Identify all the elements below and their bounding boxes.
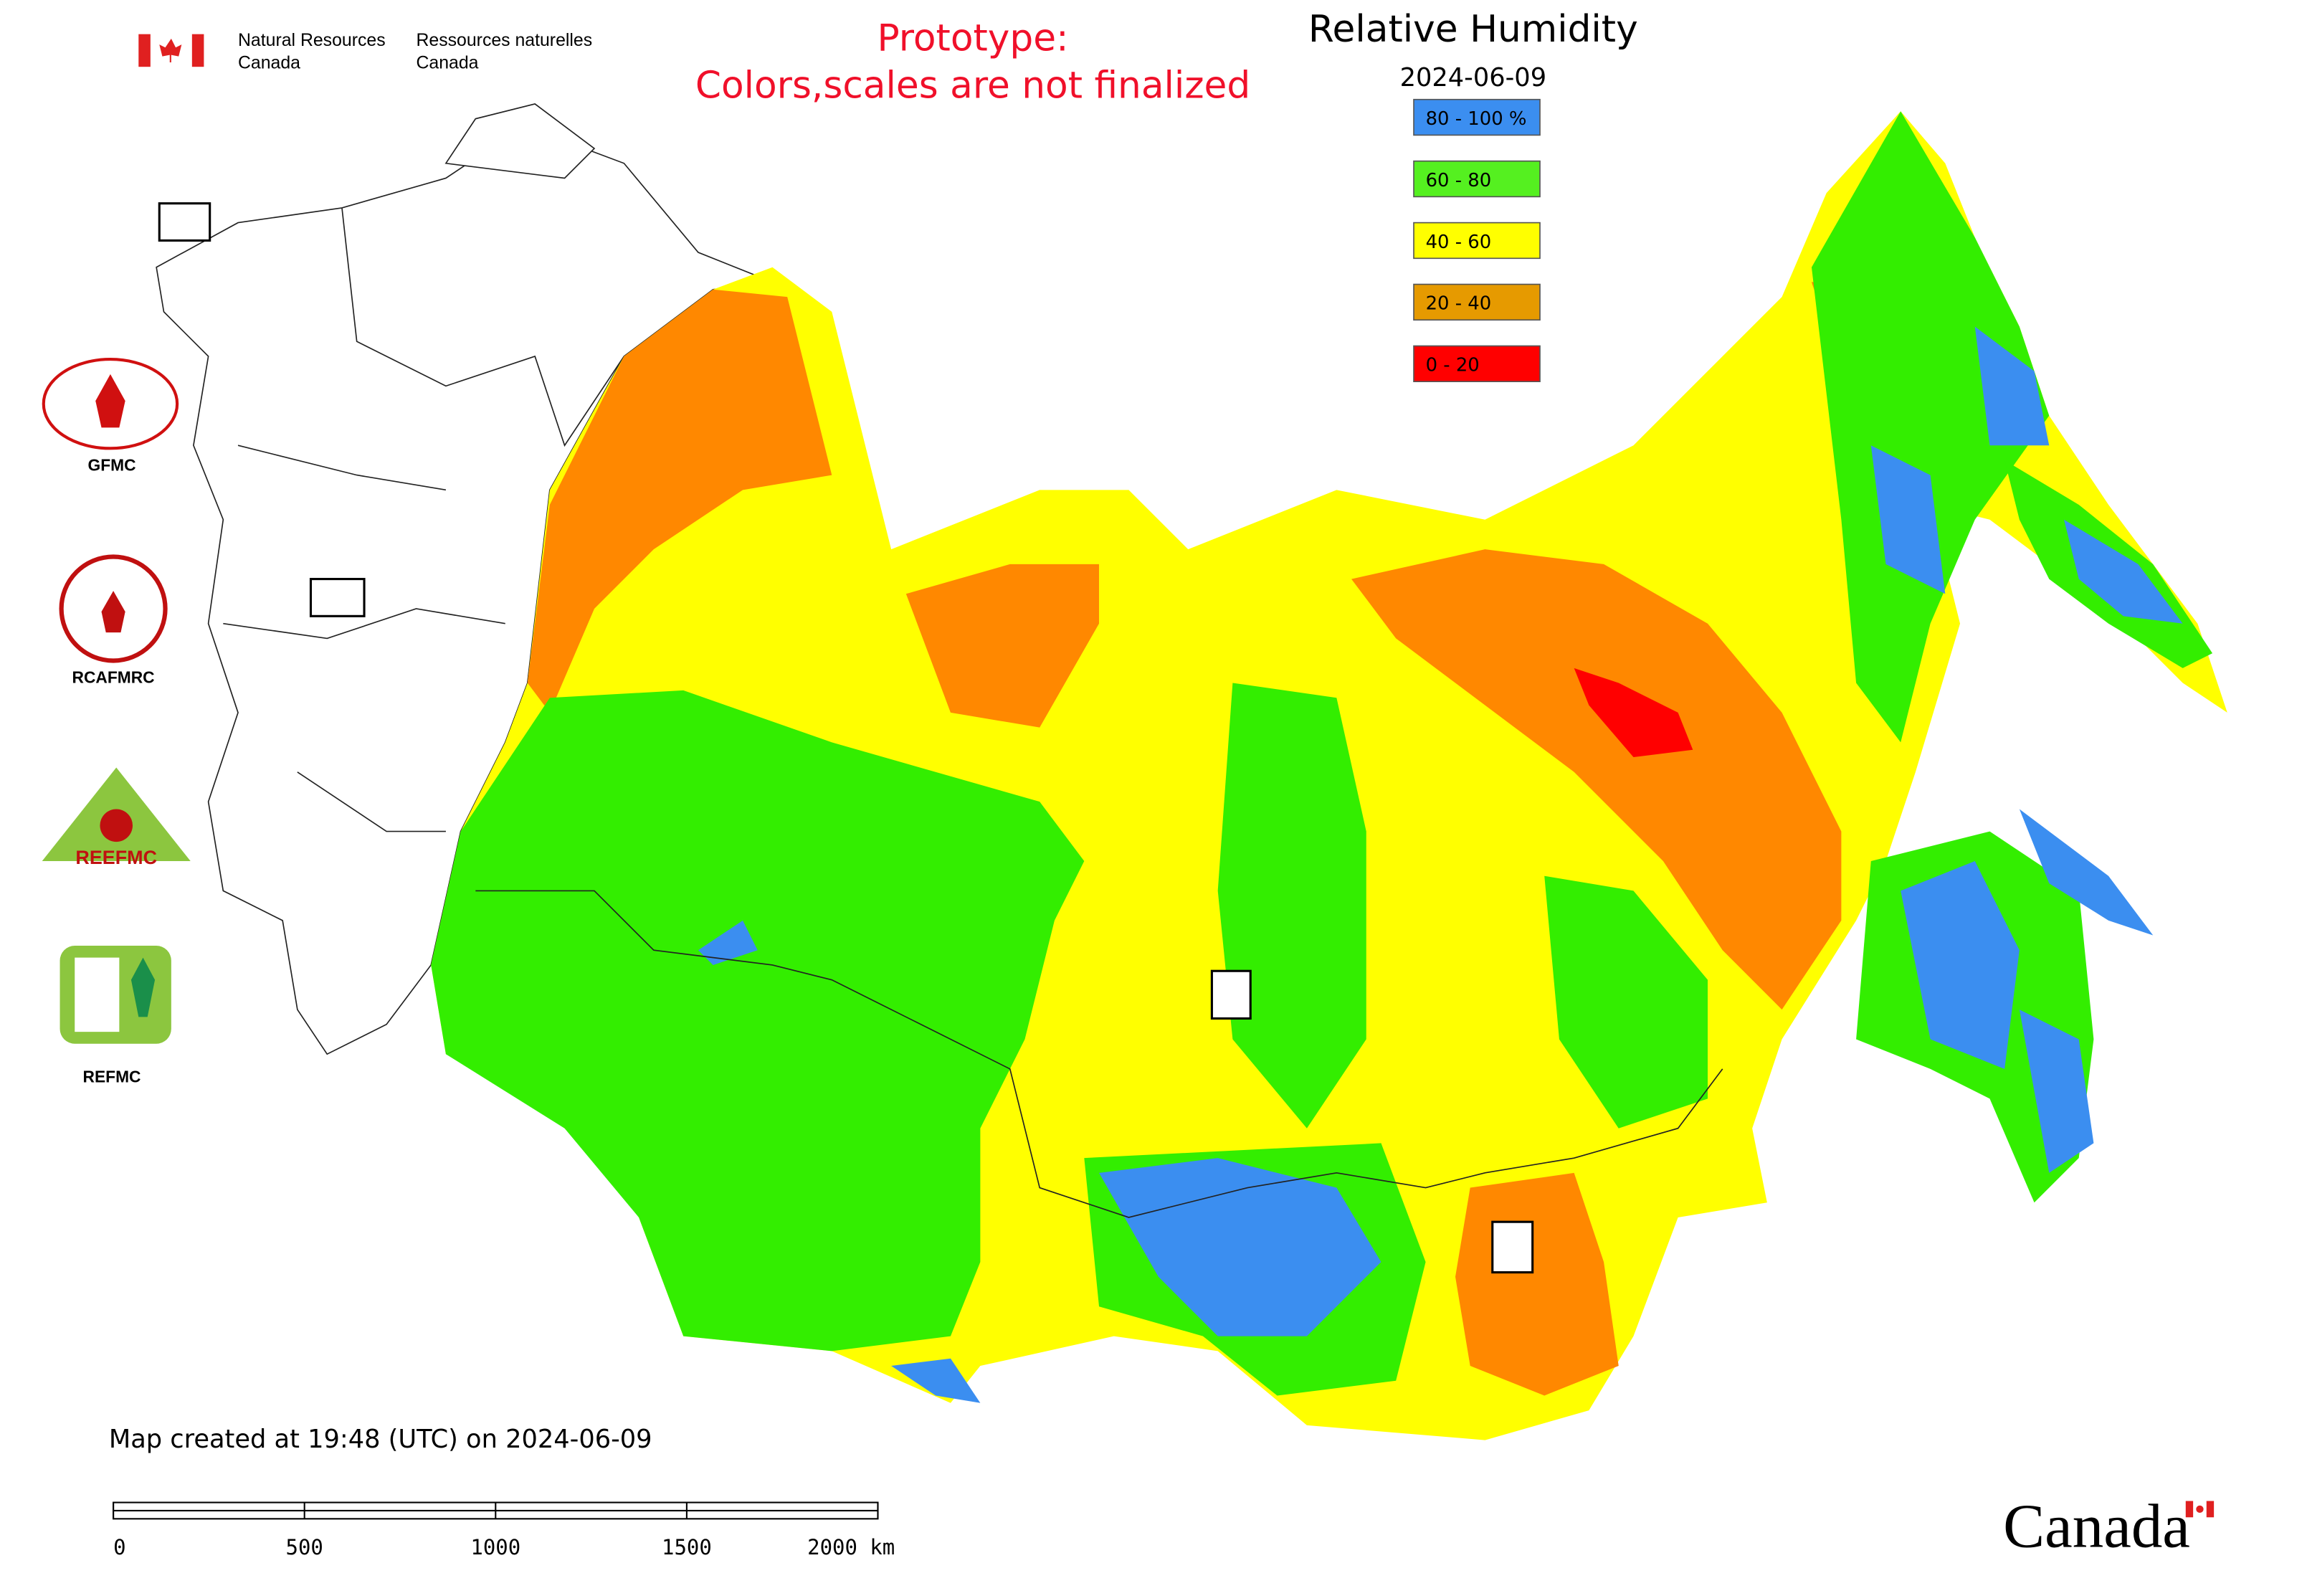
legend-label: 60 - 80 [1426,170,1492,191]
org-fr: Canada [417,53,479,72]
legend-label: 0 - 20 [1426,355,1480,376]
notice: Colors,scales are not finalized [695,65,1250,108]
scale-label: 1500 [662,1535,712,1559]
legend-swatch [1413,283,1541,321]
org-en: Canada [238,53,300,72]
scale-label: 0 [113,1535,125,1559]
logo-label: GFMC [87,455,135,474]
logo-gfmc [42,358,179,450]
legend-swatch [1413,345,1541,382]
map-title: Relative Humidity [1308,8,1638,51]
logo-label: REFMC [83,1068,141,1086]
legend-swatch [1413,98,1541,136]
scale-label: 2000 km [807,1535,895,1559]
notice: Prototype: [877,16,1068,60]
org-en: Natural Resources [238,31,386,50]
scale-label: 1000 [470,1535,520,1559]
legend-label: 40 - 60 [1426,232,1492,253]
logo-label: REEFMC [75,847,157,868]
nrcan-signature: Natural Resources Canada Ressources natu… [138,31,592,72]
map-date: 2024-06-09 [1400,63,1547,92]
scale-label: 500 [286,1535,323,1559]
canada-wordmark: Canada [2003,1492,2190,1561]
wordmark-flag [2185,1501,2215,1518]
logo-refmc [60,946,171,1044]
europe-outline [156,103,773,1055]
logo-rcafmrc [59,554,168,663]
logo-reefmc [42,767,191,862]
legend-label: 80 - 100 % [1426,108,1527,130]
legend-swatch [1413,160,1541,198]
scale-bar: 0 500 1000 1500 2000 km [113,1501,895,1559]
legend-swatch [1413,222,1541,260]
rh-field [431,111,2227,1440]
org-fr: Ressources naturelles [417,31,593,50]
legend-label: 20 - 40 [1426,293,1492,315]
created-note: Map created at 19:48 (UTC) on 2024-06-09 [109,1425,652,1454]
logo-label: RCAFMRC [72,668,155,687]
map-markers [158,202,1534,1274]
legend: 80 - 100 % 60 - 80 40 - 60 20 - 40 0 - 20 [1413,98,1541,382]
